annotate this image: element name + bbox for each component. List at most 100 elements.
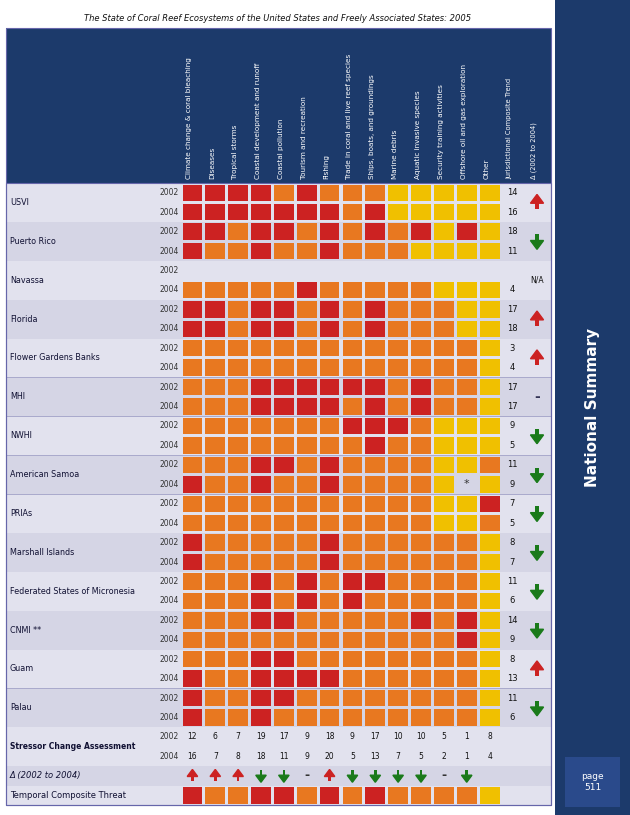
Bar [319, 515, 340, 531]
Bar [6, 786, 551, 805]
Bar [457, 496, 477, 512]
Text: -: - [304, 769, 309, 782]
Bar [6, 610, 551, 630]
Bar [297, 456, 317, 473]
Bar [411, 340, 431, 356]
Bar [479, 709, 500, 725]
Bar [434, 359, 454, 376]
Bar [228, 632, 248, 648]
Text: Fishing: Fishing [324, 154, 329, 179]
Bar [183, 496, 202, 512]
Bar [479, 301, 500, 318]
Bar [205, 612, 225, 628]
Text: MHI: MHI [10, 392, 25, 401]
Bar [319, 437, 340, 454]
Polygon shape [530, 474, 544, 482]
Bar [6, 377, 551, 397]
Text: 2004: 2004 [159, 597, 179, 606]
Bar [343, 379, 362, 395]
Bar [319, 476, 340, 492]
Bar [251, 651, 271, 667]
Bar [365, 612, 385, 628]
Bar [536, 429, 539, 435]
Bar [434, 476, 454, 492]
Bar [274, 515, 294, 531]
Text: Security training activities: Security training activities [438, 84, 444, 179]
Text: Offshore oil and gas exploration: Offshore oil and gas exploration [461, 64, 467, 179]
Bar [434, 223, 454, 240]
Bar [183, 340, 202, 356]
Bar [274, 612, 294, 628]
Bar [343, 359, 362, 376]
Text: 5: 5 [510, 518, 515, 527]
Bar [228, 612, 248, 628]
Bar [365, 515, 385, 531]
Bar [365, 399, 385, 415]
Polygon shape [187, 769, 198, 777]
Text: 2004: 2004 [159, 557, 179, 566]
Text: USVI: USVI [10, 198, 29, 207]
Bar [297, 535, 317, 551]
Bar [6, 319, 551, 338]
Text: 1: 1 [464, 752, 469, 761]
Bar [274, 301, 294, 318]
Bar [6, 572, 551, 591]
Bar [251, 340, 271, 356]
Bar [434, 379, 454, 395]
Bar [251, 476, 271, 492]
Bar [6, 358, 551, 377]
Bar [479, 282, 500, 298]
Bar [434, 671, 454, 687]
Bar [365, 651, 385, 667]
Bar [434, 340, 454, 356]
Bar [297, 515, 317, 531]
Bar [365, 689, 385, 707]
Bar [319, 399, 340, 415]
Text: Florida: Florida [10, 315, 38, 324]
Text: Tourism and recreation: Tourism and recreation [301, 96, 307, 179]
Bar [479, 612, 500, 628]
Bar [6, 669, 551, 689]
Bar [479, 651, 500, 667]
Bar [183, 515, 202, 531]
Bar [205, 243, 225, 259]
Bar [388, 671, 408, 687]
Bar [466, 770, 468, 775]
Text: 2002: 2002 [160, 305, 179, 314]
Bar [297, 204, 317, 220]
Bar [6, 28, 551, 805]
Bar [274, 476, 294, 492]
Bar [205, 184, 225, 201]
Bar [274, 632, 294, 648]
Bar [397, 770, 399, 775]
Bar [343, 437, 362, 454]
Text: Navassa: Navassa [10, 275, 44, 284]
Bar [297, 593, 317, 609]
Bar [283, 770, 285, 775]
Bar [365, 223, 385, 240]
Text: 6: 6 [509, 597, 515, 606]
Bar [183, 787, 202, 804]
Bar [565, 757, 620, 807]
Bar [434, 651, 454, 667]
Text: 2002: 2002 [160, 733, 179, 742]
Bar [183, 301, 202, 318]
Bar [6, 202, 551, 222]
Text: 2002: 2002 [160, 382, 179, 391]
Bar [434, 456, 454, 473]
Bar [274, 671, 294, 687]
Bar [343, 418, 362, 434]
Bar [6, 183, 551, 202]
Bar [365, 787, 385, 804]
Bar [251, 496, 271, 512]
Text: 2002: 2002 [160, 538, 179, 547]
Bar [297, 340, 317, 356]
Bar [343, 535, 362, 551]
Bar [351, 770, 353, 775]
Polygon shape [530, 552, 544, 561]
Bar [319, 301, 340, 318]
Bar [228, 456, 248, 473]
Bar [297, 689, 317, 707]
Bar [183, 437, 202, 454]
Text: 12: 12 [188, 733, 197, 742]
